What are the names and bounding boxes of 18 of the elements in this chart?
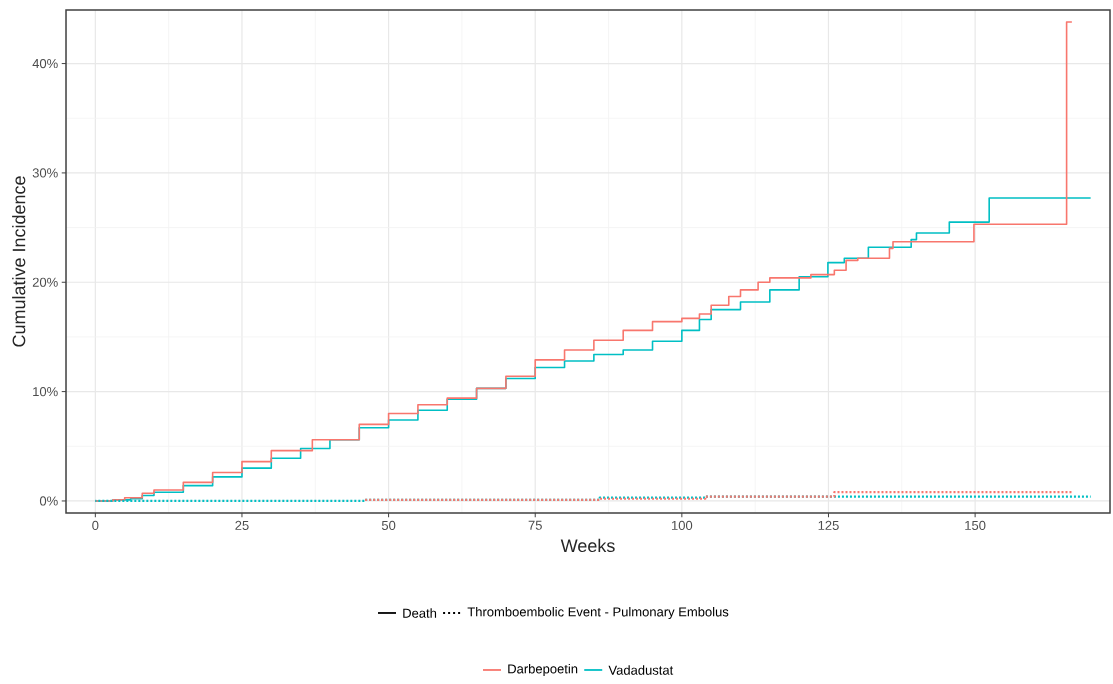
y-tick-label: 30% <box>32 168 58 178</box>
x-axis-title: Weeks <box>560 538 615 553</box>
x-tick-label: 25 <box>235 520 249 530</box>
text: Death <box>403 608 437 618</box>
y-tick-label: 40% <box>32 58 58 69</box>
x-tick-label: 150 <box>965 520 986 530</box>
y-tick-label: 0% <box>39 496 58 506</box>
x-tick-label: 125 <box>818 520 839 530</box>
y-axis-title: Cumulative Incidence <box>12 176 26 347</box>
text: Thromboembolic Event - Pulmonary Embolus <box>467 606 729 620</box>
x-tick-label: 75 <box>528 520 542 530</box>
x-tick-label: 0 <box>92 520 99 530</box>
x-tick-label: 50 <box>381 520 396 530</box>
legend-label: Darbepoetin <box>508 663 578 677</box>
y-tick-label: 20% <box>32 277 58 287</box>
legend-label: Vadadustat <box>608 665 674 675</box>
x-tick-label: 100 <box>671 520 693 530</box>
y-tick-label: 10% <box>33 387 58 397</box>
